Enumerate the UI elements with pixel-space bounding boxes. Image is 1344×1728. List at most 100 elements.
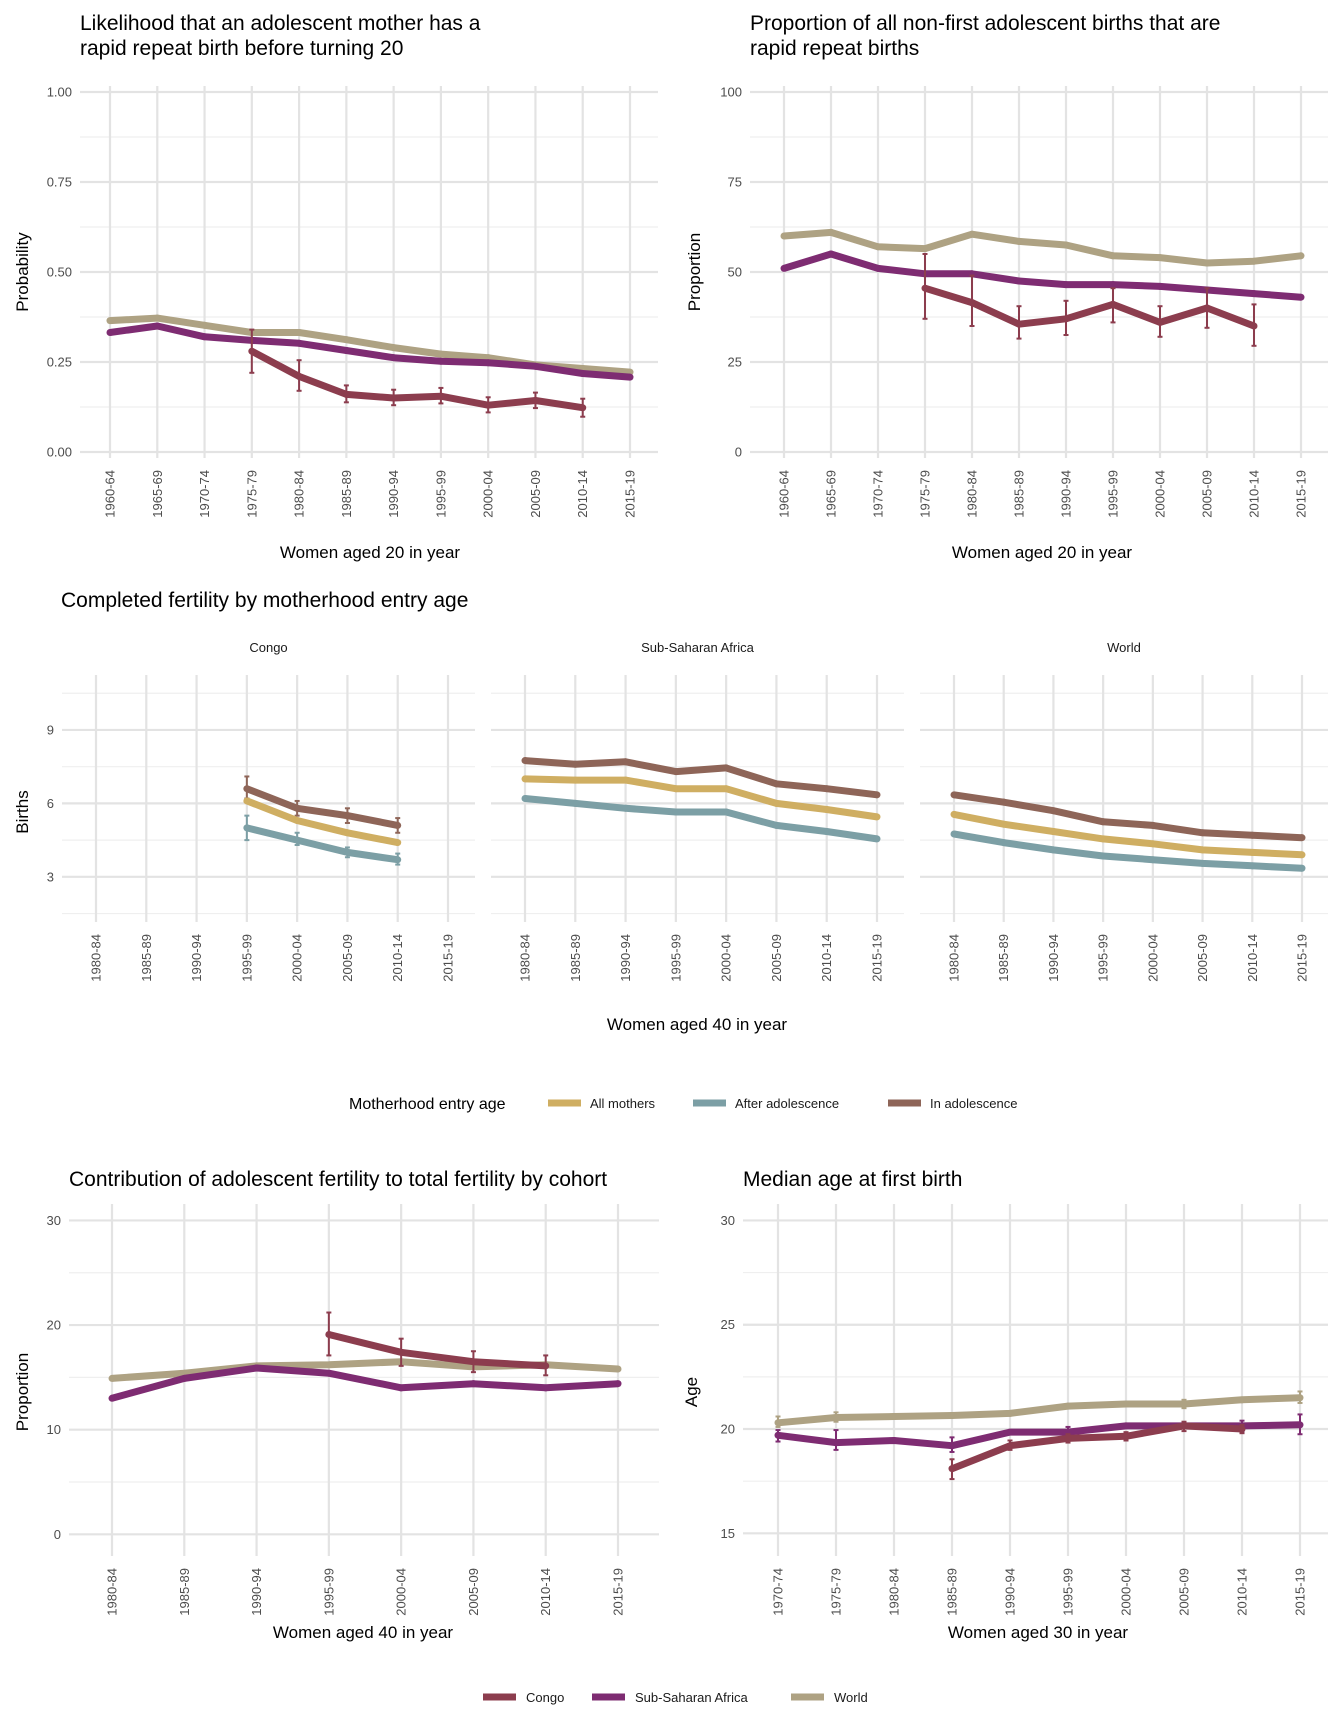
x-tick-label: 1980-84 (89, 934, 104, 982)
data-point (1049, 807, 1057, 815)
data-point (827, 250, 835, 258)
data-point (827, 228, 835, 236)
data-point (622, 804, 630, 812)
series-world (774, 1390, 1304, 1428)
data-point (622, 776, 630, 784)
x-tick-label: 1980-84 (887, 1568, 902, 1616)
y-tick-label: 3 (47, 869, 54, 884)
x-tick-label: 2005-09 (1200, 470, 1215, 518)
facet-strip-label: Sub-Saharan Africa (641, 640, 755, 655)
y-tick-label: 0.75 (47, 175, 72, 190)
data-point (484, 359, 492, 367)
x-tick-label: 1980-84 (947, 934, 962, 982)
chart-title: Proportion of all non-first adolescent b… (750, 12, 1220, 35)
data-point (1062, 281, 1070, 289)
x-tick-label: 2015-19 (1295, 934, 1310, 982)
legend-entry: After adolescence (693, 1096, 839, 1111)
x-tick-label: 1995-99 (1096, 934, 1111, 982)
data-point (873, 835, 881, 843)
x-tick-label: 2000-04 (1119, 1568, 1134, 1616)
x-tick-label: 1990-94 (386, 470, 401, 518)
data-point (571, 799, 579, 807)
adolescent-contribution-panel: 0 10 20 30 1980-84 1985-89 1990-94 1995-99 2000-… (47, 1204, 659, 1616)
data-point (1109, 252, 1117, 260)
data-point (1049, 846, 1057, 854)
data-point (342, 346, 350, 354)
data-point (1000, 798, 1008, 806)
x-tick-label: 2010-14 (819, 934, 834, 982)
series-all-mothers (243, 797, 402, 847)
x-tick-label: 2015-19 (441, 934, 456, 982)
x-tick-label: 1980-84 (105, 1568, 120, 1616)
data-point (343, 812, 351, 820)
x-tick-label: 1990-94 (249, 1568, 264, 1616)
y-axis-label: Proportion (685, 233, 704, 311)
chart-title: Contribution of adolescent fertility to … (69, 1168, 607, 1191)
data-point (342, 336, 350, 344)
data-point (469, 1358, 477, 1366)
data-point (1250, 290, 1258, 298)
data-point (1180, 1400, 1188, 1408)
data-point (469, 1380, 477, 1388)
x-tick-label: 2000-04 (394, 1568, 409, 1616)
data-point (437, 350, 445, 358)
data-point (1203, 304, 1211, 312)
rapid-repeat-probability-panel: 0.00 0.25 0.50 0.75 1.00 1960-64 1965-69 1970-7… (47, 85, 658, 518)
x-tick-label: 2005-09 (340, 934, 355, 982)
series-line (524, 775, 878, 821)
x-tick-label: 2005-09 (528, 470, 543, 518)
data-point (1199, 829, 1207, 837)
series-line (923, 284, 1256, 330)
data-point (325, 1330, 333, 1338)
data-point (614, 1365, 622, 1373)
y-tick-label: 0.50 (47, 265, 72, 280)
y-axis-label: Probability (13, 232, 32, 312)
data-point (1109, 281, 1117, 289)
series-line (953, 810, 1303, 859)
data-point (180, 1374, 188, 1382)
x-tick-label: 1960-64 (777, 470, 792, 518)
chart-title: Likelihood that an adolescent mother has… (80, 12, 481, 35)
data-point (1099, 835, 1107, 843)
data-point (890, 1413, 898, 1421)
rapid-repeat-proportion-panel: 0 25 50 75 100 1960-64 1965-69 1970-74 1975-79 19… (720, 85, 1328, 518)
x-tick-label: 2015-19 (870, 934, 885, 982)
x-tick-label: 1990-94 (1046, 934, 1061, 982)
y-tick-label: 0 (735, 445, 742, 460)
series-line (782, 250, 1302, 301)
data-point (1149, 821, 1157, 829)
series-line (111, 1364, 619, 1402)
data-point (1298, 851, 1306, 859)
data-point (832, 1439, 840, 1447)
x-tick-label: 1990-94 (618, 934, 633, 982)
x-tick-label: 1995-99 (239, 934, 254, 982)
x-tick-label: 2010-14 (390, 934, 405, 982)
x-tick-label: 1985-89 (945, 1568, 960, 1616)
data-point (1296, 1394, 1304, 1402)
data-point (397, 1348, 405, 1356)
y-tick-label: 30 (47, 1213, 61, 1228)
y-tick-label: 6 (47, 796, 54, 811)
x-tick-label: 1990-94 (1003, 1568, 1018, 1616)
legend-title: Motherhood entry age (349, 1096, 506, 1113)
data-point (772, 799, 780, 807)
data-point (437, 392, 445, 400)
data-point (1062, 241, 1070, 249)
data-point (1006, 1428, 1014, 1436)
data-point (1180, 1422, 1188, 1430)
series-congo (948, 1420, 1246, 1481)
x-tick-label: 2015-19 (611, 1568, 626, 1616)
data-point (780, 264, 788, 272)
data-point (542, 1384, 550, 1392)
data-point (823, 828, 831, 836)
x-tick-label: 1980-84 (518, 934, 533, 982)
x-tick-label: 2015-19 (1293, 1568, 1308, 1616)
data-point (1250, 322, 1258, 330)
x-tick-label: 2010-14 (1235, 1568, 1250, 1616)
x-tick-label: 2000-04 (481, 470, 496, 518)
y-tick-label: 30 (721, 1213, 735, 1228)
median-age-first-birth-panel: 15 20 25 30 1970-74 1975-79 1980-84 1985-89 1990… (721, 1204, 1328, 1616)
x-tick-label: 1985-89 (139, 934, 154, 982)
legend-entry: World (791, 1690, 868, 1705)
series-line (109, 314, 631, 376)
